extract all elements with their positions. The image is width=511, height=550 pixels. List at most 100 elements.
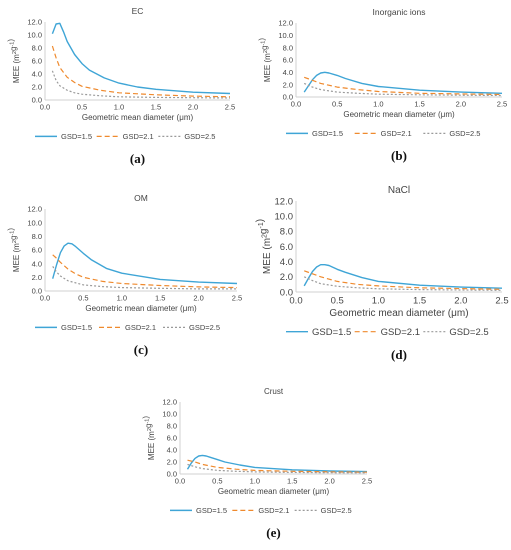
x-tick-label: 2.5 bbox=[225, 103, 235, 112]
x-tick-label: 2.5 bbox=[495, 296, 508, 307]
x-tick-label: 1.0 bbox=[250, 477, 260, 486]
y-tick-label: 8.0 bbox=[283, 43, 293, 52]
x-axis-label: Geometric mean diameter (μm) bbox=[343, 110, 455, 119]
series-line-gsd1.5 bbox=[52, 242, 238, 285]
y-tick-label: 8.0 bbox=[167, 422, 177, 431]
x-tick-label: 2.0 bbox=[324, 477, 334, 486]
series-line-gsd1.5 bbox=[186, 454, 368, 473]
legend-label: GSD=1.5 bbox=[61, 323, 92, 332]
series-line-gsd1.5 bbox=[303, 71, 503, 94]
series-line-gsd2.5 bbox=[303, 82, 503, 97]
legend-label: GSD=1.5 bbox=[312, 327, 351, 338]
x-axis-label: Geometric mean diameter (μm) bbox=[82, 113, 194, 122]
x-tick-label: 0.5 bbox=[332, 100, 342, 109]
series-line-gsd2.1 bbox=[51, 45, 231, 98]
y-tick-label: 2.0 bbox=[167, 458, 177, 467]
chart-title: Crust bbox=[264, 387, 284, 396]
y-tick-label: 10.0 bbox=[27, 31, 42, 40]
x-tick-label: 0.0 bbox=[289, 296, 302, 307]
y-tick-label: 4.0 bbox=[167, 446, 177, 455]
x-tick-label: 0.0 bbox=[40, 103, 50, 112]
series-line-gsd2.5 bbox=[303, 276, 503, 291]
y-tick-label: 12.0 bbox=[162, 398, 177, 407]
legend-label: GSD=1.5 bbox=[61, 132, 92, 141]
y-tick-label: 0.0 bbox=[32, 287, 42, 296]
y-tick-label: 12.0 bbox=[27, 205, 42, 214]
y-tick-label: 6.0 bbox=[283, 56, 293, 65]
y-tick-label: 4.0 bbox=[280, 257, 293, 268]
y-axis-label: MEE (m2g-1) bbox=[257, 38, 272, 82]
y-axis-label: MEE (m2g-1) bbox=[255, 219, 273, 274]
series-line-gsd1.5 bbox=[51, 22, 231, 95]
legend-label: GSD=2.1 bbox=[381, 129, 412, 138]
y-tick-label: 0.0 bbox=[280, 287, 293, 298]
panel-label: (e) bbox=[266, 525, 280, 540]
series-line-gsd2.1 bbox=[187, 459, 368, 473]
x-tick-label: 1.0 bbox=[373, 100, 383, 109]
panel-label: (b) bbox=[391, 148, 407, 163]
chart-panel-3: OM 0.0 2.0 4.0 6.0 8.0 10.0 12.0 0.0 0.5 1.0 1.5 2.0… bbox=[6, 193, 242, 357]
chart-title: EC bbox=[132, 6, 144, 16]
panel-label: (d) bbox=[391, 347, 407, 362]
y-tick-label: 8.0 bbox=[32, 44, 42, 53]
x-tick-label: 1.5 bbox=[155, 294, 165, 303]
y-tick-label: 8.0 bbox=[32, 232, 42, 241]
x-tick-label: 0.5 bbox=[331, 296, 344, 307]
y-tick-label: 4.0 bbox=[32, 70, 42, 79]
y-tick-label: 2.0 bbox=[32, 273, 42, 282]
y-tick-label: 4.0 bbox=[283, 68, 293, 77]
y-tick-label: 6.0 bbox=[167, 434, 177, 443]
y-tick-label: 10.0 bbox=[275, 211, 294, 222]
x-tick-label: 1.5 bbox=[413, 296, 426, 307]
x-tick-label: 2.0 bbox=[188, 103, 198, 112]
y-tick-label: 10.0 bbox=[162, 410, 177, 419]
legend-label: GSD=2.5 bbox=[449, 129, 480, 138]
series-line-gsd2.5 bbox=[187, 463, 368, 474]
y-tick-label: 6.0 bbox=[32, 246, 42, 255]
x-tick-label: 1.0 bbox=[372, 296, 385, 307]
legend-label: GSD=2.1 bbox=[123, 132, 154, 141]
y-tick-label: 2.0 bbox=[32, 83, 42, 92]
series-line-gsd2.1 bbox=[52, 254, 238, 289]
y-tick-label: 2.0 bbox=[280, 272, 293, 283]
legend-label: GSD=1.5 bbox=[196, 506, 227, 515]
x-tick-label: 2.5 bbox=[497, 100, 507, 109]
x-tick-label: 1.5 bbox=[287, 477, 297, 486]
legend-label: GSD=2.1 bbox=[258, 506, 289, 515]
legend-label: GSD=2.5 bbox=[321, 506, 352, 515]
series-line-gsd2.5 bbox=[52, 266, 237, 290]
x-tick-label: 0.5 bbox=[78, 294, 88, 303]
legend-label: GSD=2.5 bbox=[184, 132, 215, 141]
chart-panel-1: EC 0.0 2.0 4.0 6.0 8.0 10.0 12.0 0.0 0.5 1.0 1.5 2.0… bbox=[6, 6, 235, 166]
series-line-gsd1.5 bbox=[303, 264, 503, 289]
y-tick-label: 6.0 bbox=[280, 242, 293, 253]
chart-panel-2: Inorganic ions 0.0 2.0 4.0 6.0 8.0 10.0 12.0 0.0… bbox=[257, 7, 507, 163]
legend-label: GSD=2.5 bbox=[189, 323, 220, 332]
x-tick-label: 1.5 bbox=[151, 103, 161, 112]
x-tick-label: 0.5 bbox=[212, 477, 222, 486]
y-tick-label: 12.0 bbox=[275, 196, 294, 207]
x-tick-label: 2.0 bbox=[454, 296, 467, 307]
x-tick-label: 2.5 bbox=[232, 294, 242, 303]
y-tick-label: 0.0 bbox=[32, 96, 42, 105]
x-tick-label: 1.5 bbox=[414, 100, 424, 109]
series-line-gsd2.5 bbox=[51, 70, 231, 99]
legend-label: GSD=2.5 bbox=[449, 327, 488, 338]
y-axis-label: MEE (m2g-1) bbox=[6, 39, 21, 83]
x-axis-label: Geometric mean diameter (μm) bbox=[85, 304, 197, 313]
y-axis-label: MEE (m2g-1) bbox=[6, 228, 21, 272]
chart-panel-4: NaCl 0.0 2.0 4.0 6.0 8.0 10.0 12.0 0.0 0.5 1.0 1.5 2… bbox=[255, 185, 509, 362]
x-tick-label: 0.0 bbox=[291, 100, 301, 109]
y-tick-label: 0.0 bbox=[283, 93, 293, 102]
x-tick-label: 0.0 bbox=[40, 294, 50, 303]
chart-title: NaCl bbox=[388, 185, 410, 196]
x-tick-label: 2.0 bbox=[193, 294, 203, 303]
y-axis-label: MEE (m2g-1) bbox=[141, 416, 156, 460]
y-tick-label: 2.0 bbox=[283, 80, 293, 89]
x-axis-label: Geometric mean diameter (μm) bbox=[218, 487, 330, 496]
x-tick-label: 2.5 bbox=[362, 477, 372, 486]
panel-label: (a) bbox=[130, 151, 145, 166]
chart-title: Inorganic ions bbox=[373, 7, 426, 17]
y-tick-label: 12.0 bbox=[27, 18, 42, 27]
